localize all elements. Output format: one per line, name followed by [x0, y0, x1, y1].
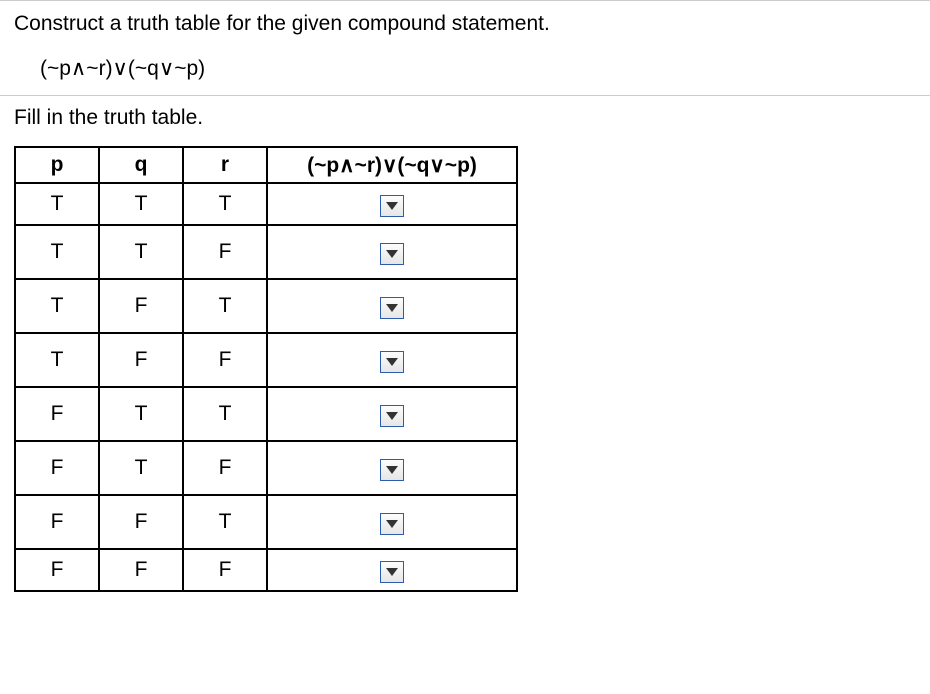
- cell-q: F: [99, 495, 183, 549]
- answer-dropdown[interactable]: [380, 459, 404, 481]
- table-body: T T T T T F T F T T: [15, 183, 517, 591]
- table-header-row: p q r (~p∧~r)∨(~q∨~p): [15, 147, 517, 183]
- cell-q: T: [99, 387, 183, 441]
- problem-statement-section: Construct a truth table for the given co…: [0, 0, 930, 96]
- cell-q: F: [99, 333, 183, 387]
- header-result: (~p∧~r)∨(~q∨~p): [267, 147, 517, 183]
- answer-dropdown[interactable]: [380, 513, 404, 535]
- table-row: T F F: [15, 333, 517, 387]
- cell-r: F: [183, 225, 267, 279]
- cell-result: [267, 183, 517, 225]
- cell-r: T: [183, 279, 267, 333]
- cell-result: [267, 225, 517, 279]
- chevron-down-icon: [386, 358, 398, 366]
- table-row: T T F: [15, 225, 517, 279]
- chevron-down-icon: [386, 412, 398, 420]
- cell-p: T: [15, 225, 99, 279]
- chevron-down-icon: [386, 202, 398, 210]
- answer-dropdown[interactable]: [380, 405, 404, 427]
- problem-container: Construct a truth table for the given co…: [0, 0, 930, 592]
- cell-result: [267, 333, 517, 387]
- table-row: F T T: [15, 387, 517, 441]
- cell-q: T: [99, 183, 183, 225]
- cell-result: [267, 387, 517, 441]
- header-p: p: [15, 147, 99, 183]
- truth-table-wrap: p q r (~p∧~r)∨(~q∨~p) T T T T T F: [0, 146, 930, 592]
- table-row: F F F: [15, 549, 517, 591]
- cell-r: T: [183, 183, 267, 225]
- cell-p: F: [15, 495, 99, 549]
- chevron-down-icon: [386, 568, 398, 576]
- cell-p: T: [15, 279, 99, 333]
- chevron-down-icon: [386, 466, 398, 474]
- table-row: T F T: [15, 279, 517, 333]
- cell-result: [267, 441, 517, 495]
- header-q: q: [99, 147, 183, 183]
- cell-q: F: [99, 549, 183, 591]
- cell-result: [267, 279, 517, 333]
- cell-p: F: [15, 387, 99, 441]
- instruction-text: Construct a truth table for the given co…: [14, 9, 916, 38]
- table-row: F F T: [15, 495, 517, 549]
- compound-expression: (~p∧~r)∨(~q∨~p): [40, 56, 916, 81]
- truth-table: p q r (~p∧~r)∨(~q∨~p) T T T T T F: [14, 146, 518, 592]
- fill-instruction-section: Fill in the truth table.: [0, 96, 930, 146]
- table-row: T T T: [15, 183, 517, 225]
- answer-dropdown[interactable]: [380, 561, 404, 583]
- fill-text: Fill in the truth table.: [14, 106, 916, 130]
- cell-r: T: [183, 495, 267, 549]
- cell-q: F: [99, 279, 183, 333]
- chevron-down-icon: [386, 250, 398, 258]
- cell-p: F: [15, 549, 99, 591]
- cell-p: T: [15, 183, 99, 225]
- cell-r: F: [183, 333, 267, 387]
- cell-r: T: [183, 387, 267, 441]
- cell-result: [267, 495, 517, 549]
- cell-p: F: [15, 441, 99, 495]
- chevron-down-icon: [386, 520, 398, 528]
- chevron-down-icon: [386, 304, 398, 312]
- cell-p: T: [15, 333, 99, 387]
- cell-q: T: [99, 225, 183, 279]
- answer-dropdown[interactable]: [380, 195, 404, 217]
- answer-dropdown[interactable]: [380, 351, 404, 373]
- cell-q: T: [99, 441, 183, 495]
- cell-r: F: [183, 441, 267, 495]
- cell-result: [267, 549, 517, 591]
- table-row: F T F: [15, 441, 517, 495]
- header-r: r: [183, 147, 267, 183]
- answer-dropdown[interactable]: [380, 243, 404, 265]
- answer-dropdown[interactable]: [380, 297, 404, 319]
- cell-r: F: [183, 549, 267, 591]
